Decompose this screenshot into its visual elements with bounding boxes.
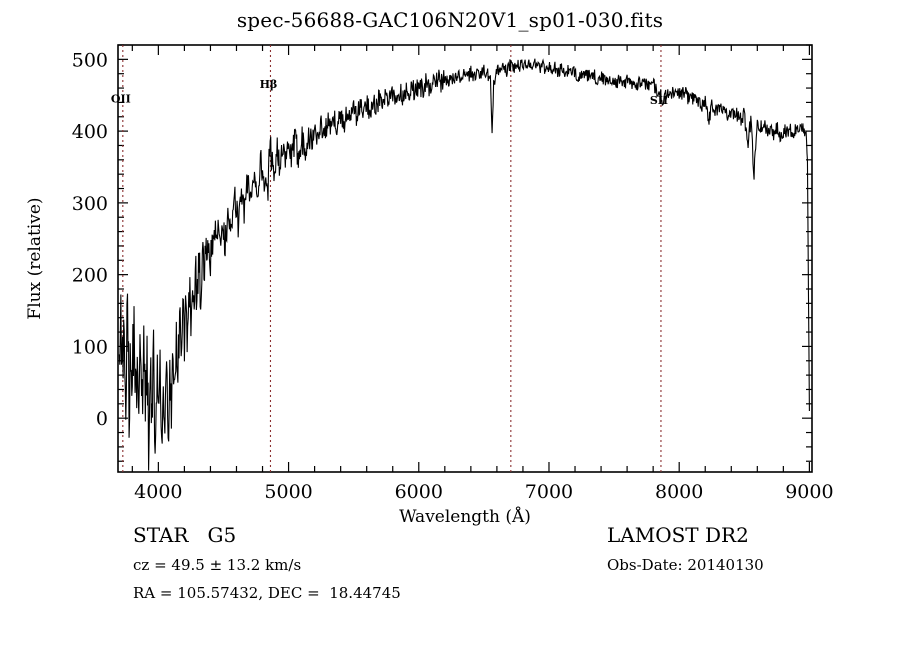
page-title: spec-56688-GAC106N20V1_sp01-030.fits — [236, 8, 664, 32]
footer-right-block: LAMOST DR2 Obs-Date: 20140130 — [607, 525, 764, 573]
spectrum-trace — [118, 58, 810, 471]
plot-frame — [117, 44, 813, 473]
survey-label: LAMOST DR2 — [607, 523, 749, 547]
y-axis-title: Flux (relative) — [25, 197, 45, 319]
obs-date-label: Obs-Date: 20140130 — [607, 556, 764, 574]
y-tick-label: 300 — [72, 193, 108, 215]
redshift-velocity-label: cz = 49.5 ± 13.2 km/s — [133, 556, 302, 574]
y-tick-label: 400 — [72, 121, 108, 143]
footer-left-block: STAR G5 cz = 49.5 ± 13.2 km/s RA = 105.5… — [133, 525, 401, 601]
y-tick-label: 0 — [96, 408, 108, 430]
y-tick-label: 200 — [72, 265, 108, 287]
spectral-line-label: SII — [650, 94, 668, 107]
object-type-label: STAR G5 — [133, 523, 237, 547]
x-axis-title: Wavelength (Å) — [399, 506, 531, 527]
footer-metadata: STAR G5 cz = 49.5 ± 13.2 km/s RA = 105.5… — [0, 525, 900, 649]
spectral-line-label: Hβ — [260, 78, 278, 91]
spectral-line-label: OII — [111, 92, 131, 105]
y-tick-label: 100 — [72, 336, 108, 358]
y-tick-label: 500 — [72, 49, 108, 71]
x-tick-label: 9000 — [785, 481, 833, 503]
x-tick-label: 6000 — [395, 481, 443, 503]
coordinates-label: RA = 105.57432, DEC = 18.44745 — [133, 584, 401, 602]
x-tick-label: 7000 — [525, 481, 573, 503]
x-tick-label: 5000 — [264, 481, 312, 503]
x-tick-label: 8000 — [655, 481, 703, 503]
x-tick-label: 4000 — [134, 481, 182, 503]
